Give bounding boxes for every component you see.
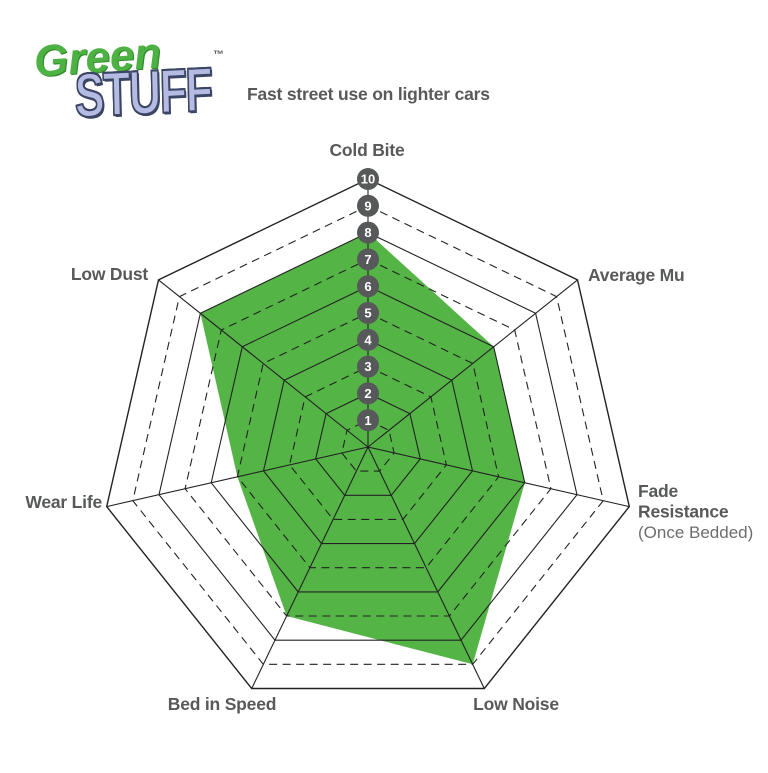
axis-label-wear-life: Wear Life xyxy=(25,492,102,512)
axis-spoke-average-mu xyxy=(367,279,578,448)
axis-sublabel-fade-resistance: (Once Bedded) xyxy=(638,523,753,542)
axis-spoke-bed-in-speed xyxy=(251,446,369,689)
axis-label-fade-resistance: Resistance xyxy=(638,502,729,522)
scale-badge-label: 5 xyxy=(364,306,371,321)
grid-ring-6 xyxy=(210,285,526,593)
scale-badge-label: 6 xyxy=(364,279,371,294)
grid-ring-3 xyxy=(289,365,447,520)
scale-badge-label: 1 xyxy=(364,413,371,428)
scale-badge-6: 6 xyxy=(357,275,379,298)
axis-label-bed-in-speed: Bed in Speed xyxy=(168,694,276,714)
axis-label-fade-resistance: Fade xyxy=(638,481,679,501)
scale-badge-circle xyxy=(357,221,379,244)
scale-badge-circle xyxy=(357,382,379,405)
axis-label-low-noise: Low Noise xyxy=(473,694,559,714)
axis-label-average-mu: Average Mu xyxy=(588,265,685,285)
scale-badge-circle xyxy=(357,275,379,298)
scale-badge-circle xyxy=(357,168,379,190)
grid-ring-8 xyxy=(158,231,578,641)
grid-ring-10 xyxy=(105,178,631,690)
greenstuff-logo: Green ™ Stuff xyxy=(30,29,245,148)
scale-badge-label: 9 xyxy=(364,198,371,213)
scale-badge-label: 10 xyxy=(361,172,375,187)
grid-ring-5 xyxy=(236,312,500,569)
axis-label-low-dust: Low Dust xyxy=(71,264,149,284)
scale-badge-circle xyxy=(357,248,379,271)
scale-badge-label: 2 xyxy=(364,386,371,401)
scale-badge-9: 9 xyxy=(357,194,379,217)
scale-badge-label: 3 xyxy=(364,359,371,374)
axis-spoke-wear-life xyxy=(106,446,369,508)
scale-badge-circle xyxy=(357,409,379,432)
grid-ring-9 xyxy=(132,205,604,665)
scale-badge-circle xyxy=(357,355,379,378)
scale-badge-label: 4 xyxy=(364,332,372,347)
scale-badge-2: 2 xyxy=(357,382,379,405)
scale-badge-circle xyxy=(357,302,379,324)
grid-ring-2 xyxy=(315,392,421,496)
scale-badge-label: 8 xyxy=(364,225,371,240)
axis-spoke-fade-resistance xyxy=(367,446,630,508)
scale-badge-8: 8 xyxy=(357,221,379,244)
axis-label-cold-bite: Cold Bite xyxy=(329,140,404,160)
grid-ring-1 xyxy=(341,419,395,472)
scale-badge-circle xyxy=(357,328,379,351)
logo-word-stuff: Stuff xyxy=(73,55,213,132)
grid-ring-7 xyxy=(184,258,552,617)
scale-badge-1: 1 xyxy=(357,409,379,432)
scale-badge-4: 4 xyxy=(357,328,379,351)
grid-ring-4 xyxy=(262,339,474,545)
scale-badge-label: 7 xyxy=(364,252,371,267)
chart-subtitle: Fast street use on lighter cars xyxy=(247,84,490,104)
scale-badge-7: 7 xyxy=(357,248,379,271)
axis-spoke-low-noise xyxy=(367,446,485,689)
trademark-symbol: ™ xyxy=(213,49,224,61)
axis-spoke-low-dust xyxy=(158,279,369,448)
scale-badge-circle xyxy=(357,194,379,217)
scale-badge-5: 5 xyxy=(357,302,379,324)
scale-badge-3: 3 xyxy=(357,355,379,378)
scale-badge-10: 10 xyxy=(357,168,379,190)
